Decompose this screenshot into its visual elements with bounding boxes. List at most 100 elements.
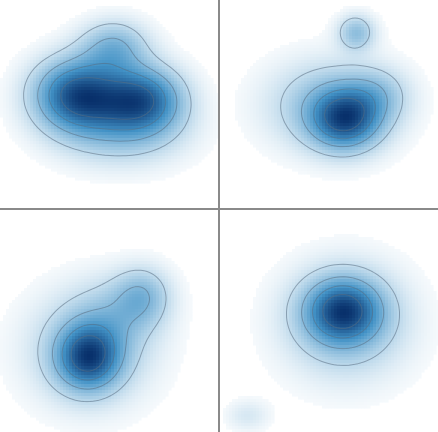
density-cell — [141, 141, 145, 145]
density-cell — [66, 51, 70, 55]
density-cell — [207, 141, 211, 145]
density-cell — [153, 60, 157, 64]
density-cell — [159, 33, 163, 37]
density-cell — [81, 54, 85, 58]
density-cell — [201, 69, 205, 73]
density-cell — [51, 144, 55, 148]
density-cell — [90, 105, 94, 109]
density-cell — [216, 135, 220, 139]
density-cell — [51, 36, 55, 40]
density-cell — [126, 27, 130, 31]
density-cell — [156, 45, 160, 49]
density-cell — [114, 48, 118, 52]
density-cell — [3, 90, 7, 94]
density-cell — [210, 123, 214, 127]
density-cell — [72, 72, 76, 76]
density-cell — [183, 153, 187, 157]
density-cell — [156, 132, 160, 136]
density-cell — [81, 24, 85, 28]
density-cell — [6, 69, 10, 73]
density-cell — [21, 147, 25, 151]
density-cell — [63, 120, 67, 124]
density-cell — [81, 21, 85, 25]
density-cell — [15, 141, 19, 145]
density-cell — [141, 33, 145, 37]
density-cell — [147, 156, 151, 160]
density-cell — [165, 138, 169, 142]
density-cell — [147, 138, 151, 142]
density-cell — [69, 48, 73, 52]
density-cell — [168, 78, 172, 82]
density-cell — [18, 90, 22, 94]
density-cell — [30, 48, 34, 52]
density-cell — [33, 153, 37, 157]
density-cell — [135, 21, 139, 25]
density-cell — [153, 138, 157, 142]
density-cell — [48, 159, 52, 163]
density-cell — [180, 138, 184, 142]
density-cell — [132, 75, 136, 79]
density-cell — [201, 141, 205, 145]
density-cell — [54, 99, 58, 103]
density-cell — [60, 156, 64, 160]
density-cell — [72, 141, 76, 145]
density-cell — [153, 66, 157, 70]
density-cell — [120, 156, 124, 160]
density-cell — [213, 120, 217, 124]
density-cell — [135, 126, 139, 130]
density-cell — [108, 54, 112, 58]
density-cell — [195, 66, 199, 70]
density-cell — [36, 114, 40, 118]
density-cell — [162, 84, 166, 88]
density-cell — [147, 168, 151, 172]
density-cell — [96, 45, 100, 49]
density-cell — [30, 78, 34, 82]
density-cell — [204, 87, 208, 91]
density-cell — [84, 39, 88, 43]
density-cell — [105, 126, 109, 130]
density-cell — [18, 72, 22, 76]
density-cell — [15, 69, 19, 73]
density-cell — [189, 165, 193, 169]
density-cell — [180, 105, 184, 109]
density-cell — [72, 75, 76, 79]
density-cell — [3, 78, 7, 82]
density-cell — [105, 75, 109, 79]
density-cell — [153, 156, 157, 160]
density-cell — [156, 90, 160, 94]
density-cell — [54, 36, 58, 40]
density-cell — [81, 96, 85, 100]
density-cell — [114, 75, 118, 79]
density-cell — [213, 135, 217, 139]
density-cell — [114, 81, 118, 85]
density-cell — [174, 120, 178, 124]
density-cell — [21, 63, 25, 67]
density-cell — [123, 6, 127, 10]
density-cell — [63, 39, 67, 43]
density-cell — [30, 84, 34, 88]
density-cell — [114, 63, 118, 67]
density-cell — [54, 69, 58, 73]
density-cell — [9, 102, 13, 106]
density-cell — [135, 129, 139, 133]
density-cell — [120, 36, 124, 40]
density-cell — [27, 96, 31, 100]
density-cell — [174, 75, 178, 79]
density-cell — [81, 30, 85, 34]
density-cell — [93, 168, 97, 172]
density-cell — [195, 99, 199, 103]
density-cell — [87, 93, 91, 97]
density-cell — [216, 102, 220, 106]
density-cell — [57, 117, 61, 121]
density-cell — [171, 99, 175, 103]
density-cell — [60, 60, 64, 64]
density-cell — [138, 156, 142, 160]
density-cell — [12, 60, 16, 64]
density-cell — [60, 45, 64, 49]
density-cell — [96, 102, 100, 106]
density-cell — [90, 84, 94, 88]
density-cell — [135, 156, 139, 160]
density-cell — [180, 135, 184, 139]
density-cell — [111, 165, 115, 169]
density-cell — [105, 81, 109, 85]
